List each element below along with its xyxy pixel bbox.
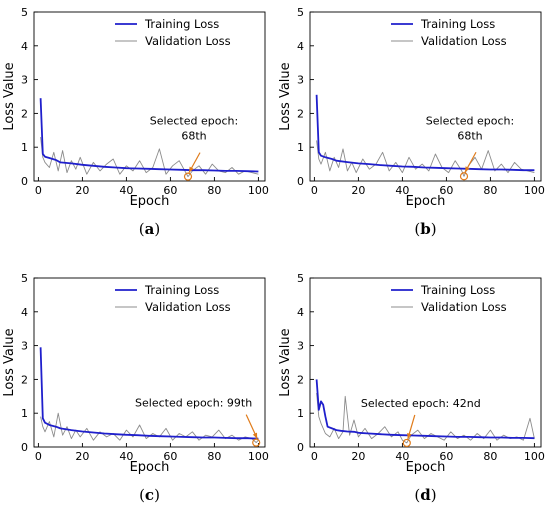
y-tick-label: 2 <box>297 107 304 120</box>
x-tick-label: 40 <box>395 450 409 463</box>
x-tick-label: 80 <box>483 450 497 463</box>
chart-panel-d: 0 20 40 60 80 100 0 1 2 3 4 5 Epoch Loss Value Trainin… <box>278 272 545 504</box>
x-tick-label: 100 <box>524 450 545 463</box>
panel-label: (d) <box>414 486 436 504</box>
y-tick-label: 4 <box>297 306 304 319</box>
legend-label: Training Loss <box>144 17 219 31</box>
x-axis-label: Epoch <box>406 194 446 209</box>
x-tick-label: 100 <box>248 450 269 463</box>
legend-label: Validation Loss <box>145 34 231 48</box>
y-tick-label: 5 <box>21 6 28 19</box>
panel-label: (c) <box>139 486 160 504</box>
x-tick-label: 20 <box>351 450 365 463</box>
plot-frame <box>309 277 542 448</box>
x-axis-label: Epoch <box>130 194 170 209</box>
panel-label: (a) <box>139 220 160 238</box>
y-tick-label: 2 <box>297 373 304 386</box>
y-tick-label: 1 <box>21 407 28 420</box>
y-axis-label: Loss Value <box>2 328 17 396</box>
plot-frame <box>33 11 266 182</box>
plot-frame <box>33 277 266 448</box>
y-tick-label: 3 <box>21 74 28 87</box>
y-tick-label: 0 <box>21 175 28 188</box>
training-loss-line <box>39 98 259 173</box>
x-tick-label: 60 <box>439 184 453 197</box>
y-tick-label: 1 <box>297 141 304 154</box>
x-axis-label: Epoch <box>406 460 446 475</box>
selected-epoch-marker <box>183 172 193 181</box>
training-loss-line <box>315 379 535 440</box>
y-tick-label: 5 <box>297 6 304 19</box>
x-tick-label: 20 <box>351 184 365 197</box>
y-axis-label: Loss Value <box>278 328 293 396</box>
x-tick-label: 20 <box>75 184 89 197</box>
y-tick-label: 3 <box>297 340 304 353</box>
x-tick-label: 60 <box>439 450 453 463</box>
training-loss-line <box>315 94 535 172</box>
panel-label: (b) <box>414 220 436 238</box>
y-tick-label: 5 <box>21 272 28 285</box>
y-tick-label: 3 <box>21 340 28 353</box>
y-tick-label: 4 <box>21 40 28 53</box>
y-axis-label: Loss Value <box>278 62 293 130</box>
validation-loss-line <box>316 140 535 177</box>
y-tick-label: 1 <box>21 141 28 154</box>
legend-label: Validation Loss <box>421 300 507 314</box>
validation-loss-line <box>40 137 259 178</box>
training-loss-line <box>39 347 259 440</box>
legend-label: Training Loss <box>420 283 495 297</box>
chart-panel-b: 0 20 40 60 80 100 0 1 2 3 4 5 Epoch Loss Value Trainin… <box>278 6 545 238</box>
x-axis-label: Epoch <box>130 460 170 475</box>
selected-epoch-marker <box>402 438 411 448</box>
y-tick-label: 3 <box>297 74 304 87</box>
x-tick-label: 40 <box>119 184 133 197</box>
chart-panel-a: 0 20 40 60 80 100 0 1 2 3 4 5 Epoch Loss Value Trainin… <box>2 6 269 238</box>
x-tick-label: 100 <box>524 184 545 197</box>
annotation-text: Selected epoch: <box>150 115 238 128</box>
validation-loss-line <box>40 412 259 444</box>
y-tick-label: 0 <box>297 175 304 188</box>
legend-label: Training Loss <box>420 17 495 31</box>
y-tick-label: 2 <box>21 107 28 120</box>
x-tick-label: 0 <box>311 184 318 197</box>
x-tick-label: 20 <box>75 450 89 463</box>
x-tick-label: 80 <box>207 184 221 197</box>
annotation-arrowhead <box>407 433 412 439</box>
y-tick-label: 4 <box>21 306 28 319</box>
y-tick-label: 0 <box>297 441 304 454</box>
annotation-arrowhead <box>189 166 194 173</box>
annotation-arrowhead <box>252 432 258 439</box>
x-tick-label: 0 <box>35 450 42 463</box>
annotation-text: Selected epoch: 42nd <box>361 397 481 410</box>
x-tick-label: 100 <box>248 184 269 197</box>
validation-loss-line <box>316 392 535 444</box>
x-tick-label: 40 <box>119 450 133 463</box>
y-tick-label: 4 <box>297 40 304 53</box>
annotation-text: Selected epoch: 99th <box>135 397 252 410</box>
y-tick-label: 0 <box>21 441 28 454</box>
x-tick-label: 60 <box>163 184 177 197</box>
legend-label: Validation Loss <box>145 300 231 314</box>
y-tick-label: 1 <box>297 407 304 420</box>
x-tick-label: 80 <box>207 450 221 463</box>
x-tick-label: 0 <box>311 450 318 463</box>
y-tick-label: 2 <box>21 373 28 386</box>
plot-frame <box>309 11 542 182</box>
annotation-text: 68th <box>457 129 482 142</box>
legend-label: Validation Loss <box>421 34 507 48</box>
x-tick-label: 80 <box>483 184 497 197</box>
y-axis-label: Loss Value <box>2 62 17 130</box>
x-tick-label: 0 <box>35 184 42 197</box>
x-tick-label: 60 <box>163 450 177 463</box>
legend-label: Training Loss <box>144 283 219 297</box>
selected-epoch-marker <box>459 172 469 181</box>
x-tick-label: 40 <box>395 184 409 197</box>
y-tick-label: 5 <box>297 272 304 285</box>
annotation-text: Selected epoch: <box>426 114 514 127</box>
chart-panel-c: 0 20 40 60 80 100 0 1 2 3 4 5 Epoch Loss Value Trainin… <box>2 272 269 504</box>
annotation-arrowhead <box>465 166 470 173</box>
selected-epoch-marker <box>252 438 261 447</box>
annotation-text: 68th <box>181 130 206 143</box>
